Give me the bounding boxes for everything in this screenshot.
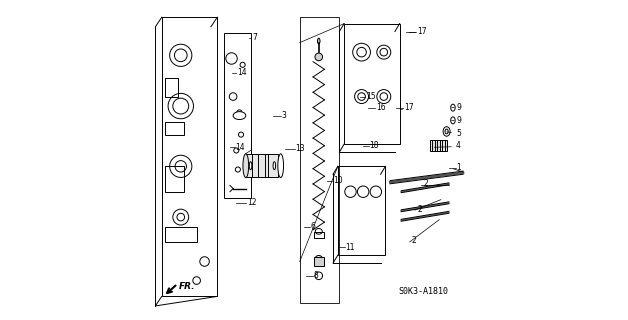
Circle shape [357, 47, 366, 57]
Text: 4: 4 [456, 141, 461, 150]
Circle shape [315, 272, 323, 280]
Ellipse shape [315, 228, 322, 234]
Circle shape [177, 213, 185, 221]
Text: 17: 17 [417, 27, 426, 36]
Text: 10: 10 [333, 176, 343, 185]
Text: 13: 13 [296, 144, 305, 153]
Text: 7: 7 [252, 33, 257, 42]
Text: FR.: FR. [179, 282, 196, 292]
Circle shape [234, 148, 239, 153]
Text: 14: 14 [236, 143, 245, 152]
Bar [313, 232, 324, 238]
Ellipse shape [318, 38, 320, 44]
Circle shape [175, 49, 187, 62]
Text: 14: 14 [237, 68, 247, 77]
Circle shape [380, 93, 387, 100]
Circle shape [353, 43, 371, 61]
Circle shape [175, 161, 187, 172]
Circle shape [240, 62, 245, 68]
Circle shape [237, 110, 242, 115]
Text: S0K3-A1810: S0K3-A1810 [398, 287, 448, 296]
Text: 2: 2 [412, 236, 416, 245]
Circle shape [377, 90, 391, 104]
Bar [165, 166, 184, 192]
Ellipse shape [233, 112, 246, 120]
Circle shape [170, 155, 192, 178]
Bar [300, 17, 339, 303]
Circle shape [377, 45, 391, 59]
Ellipse shape [451, 117, 455, 124]
Text: 2: 2 [423, 179, 428, 188]
Ellipse shape [278, 154, 284, 178]
Circle shape [236, 167, 241, 172]
Text: 9: 9 [456, 103, 461, 112]
Bar [165, 227, 197, 243]
Bar [165, 77, 178, 97]
Circle shape [345, 186, 356, 197]
Circle shape [239, 132, 244, 137]
Ellipse shape [243, 154, 249, 178]
Circle shape [193, 277, 200, 284]
Circle shape [170, 44, 192, 67]
Text: 16: 16 [376, 103, 386, 112]
Text: 5: 5 [456, 129, 461, 138]
Bar [314, 257, 323, 266]
Ellipse shape [273, 162, 276, 170]
Bar [338, 166, 386, 255]
Bar [224, 33, 251, 198]
Circle shape [226, 53, 237, 64]
Text: 2: 2 [417, 205, 422, 214]
Bar [165, 122, 184, 135]
Circle shape [355, 90, 369, 104]
Ellipse shape [451, 104, 455, 111]
Ellipse shape [315, 255, 322, 261]
Ellipse shape [443, 127, 450, 136]
Text: 15: 15 [366, 92, 376, 101]
Circle shape [173, 209, 188, 225]
Text: 12: 12 [247, 198, 256, 207]
Circle shape [173, 98, 188, 114]
Circle shape [229, 93, 237, 100]
Circle shape [358, 93, 365, 100]
Text: 6: 6 [311, 222, 316, 231]
Text: 3: 3 [281, 111, 286, 120]
Text: 8: 8 [313, 271, 318, 280]
Circle shape [357, 186, 369, 197]
Circle shape [315, 53, 323, 61]
Text: 11: 11 [345, 243, 355, 252]
Text: 1: 1 [457, 164, 461, 172]
Text: 17: 17 [404, 103, 414, 112]
Ellipse shape [249, 162, 252, 170]
Circle shape [370, 186, 382, 197]
Circle shape [168, 93, 193, 119]
Text: 9: 9 [456, 116, 461, 125]
Circle shape [200, 257, 209, 266]
Ellipse shape [445, 129, 448, 134]
Bar [246, 154, 278, 178]
Bar [430, 140, 447, 151]
Bar [344, 24, 399, 144]
Text: 18: 18 [369, 141, 379, 150]
Circle shape [380, 48, 387, 56]
